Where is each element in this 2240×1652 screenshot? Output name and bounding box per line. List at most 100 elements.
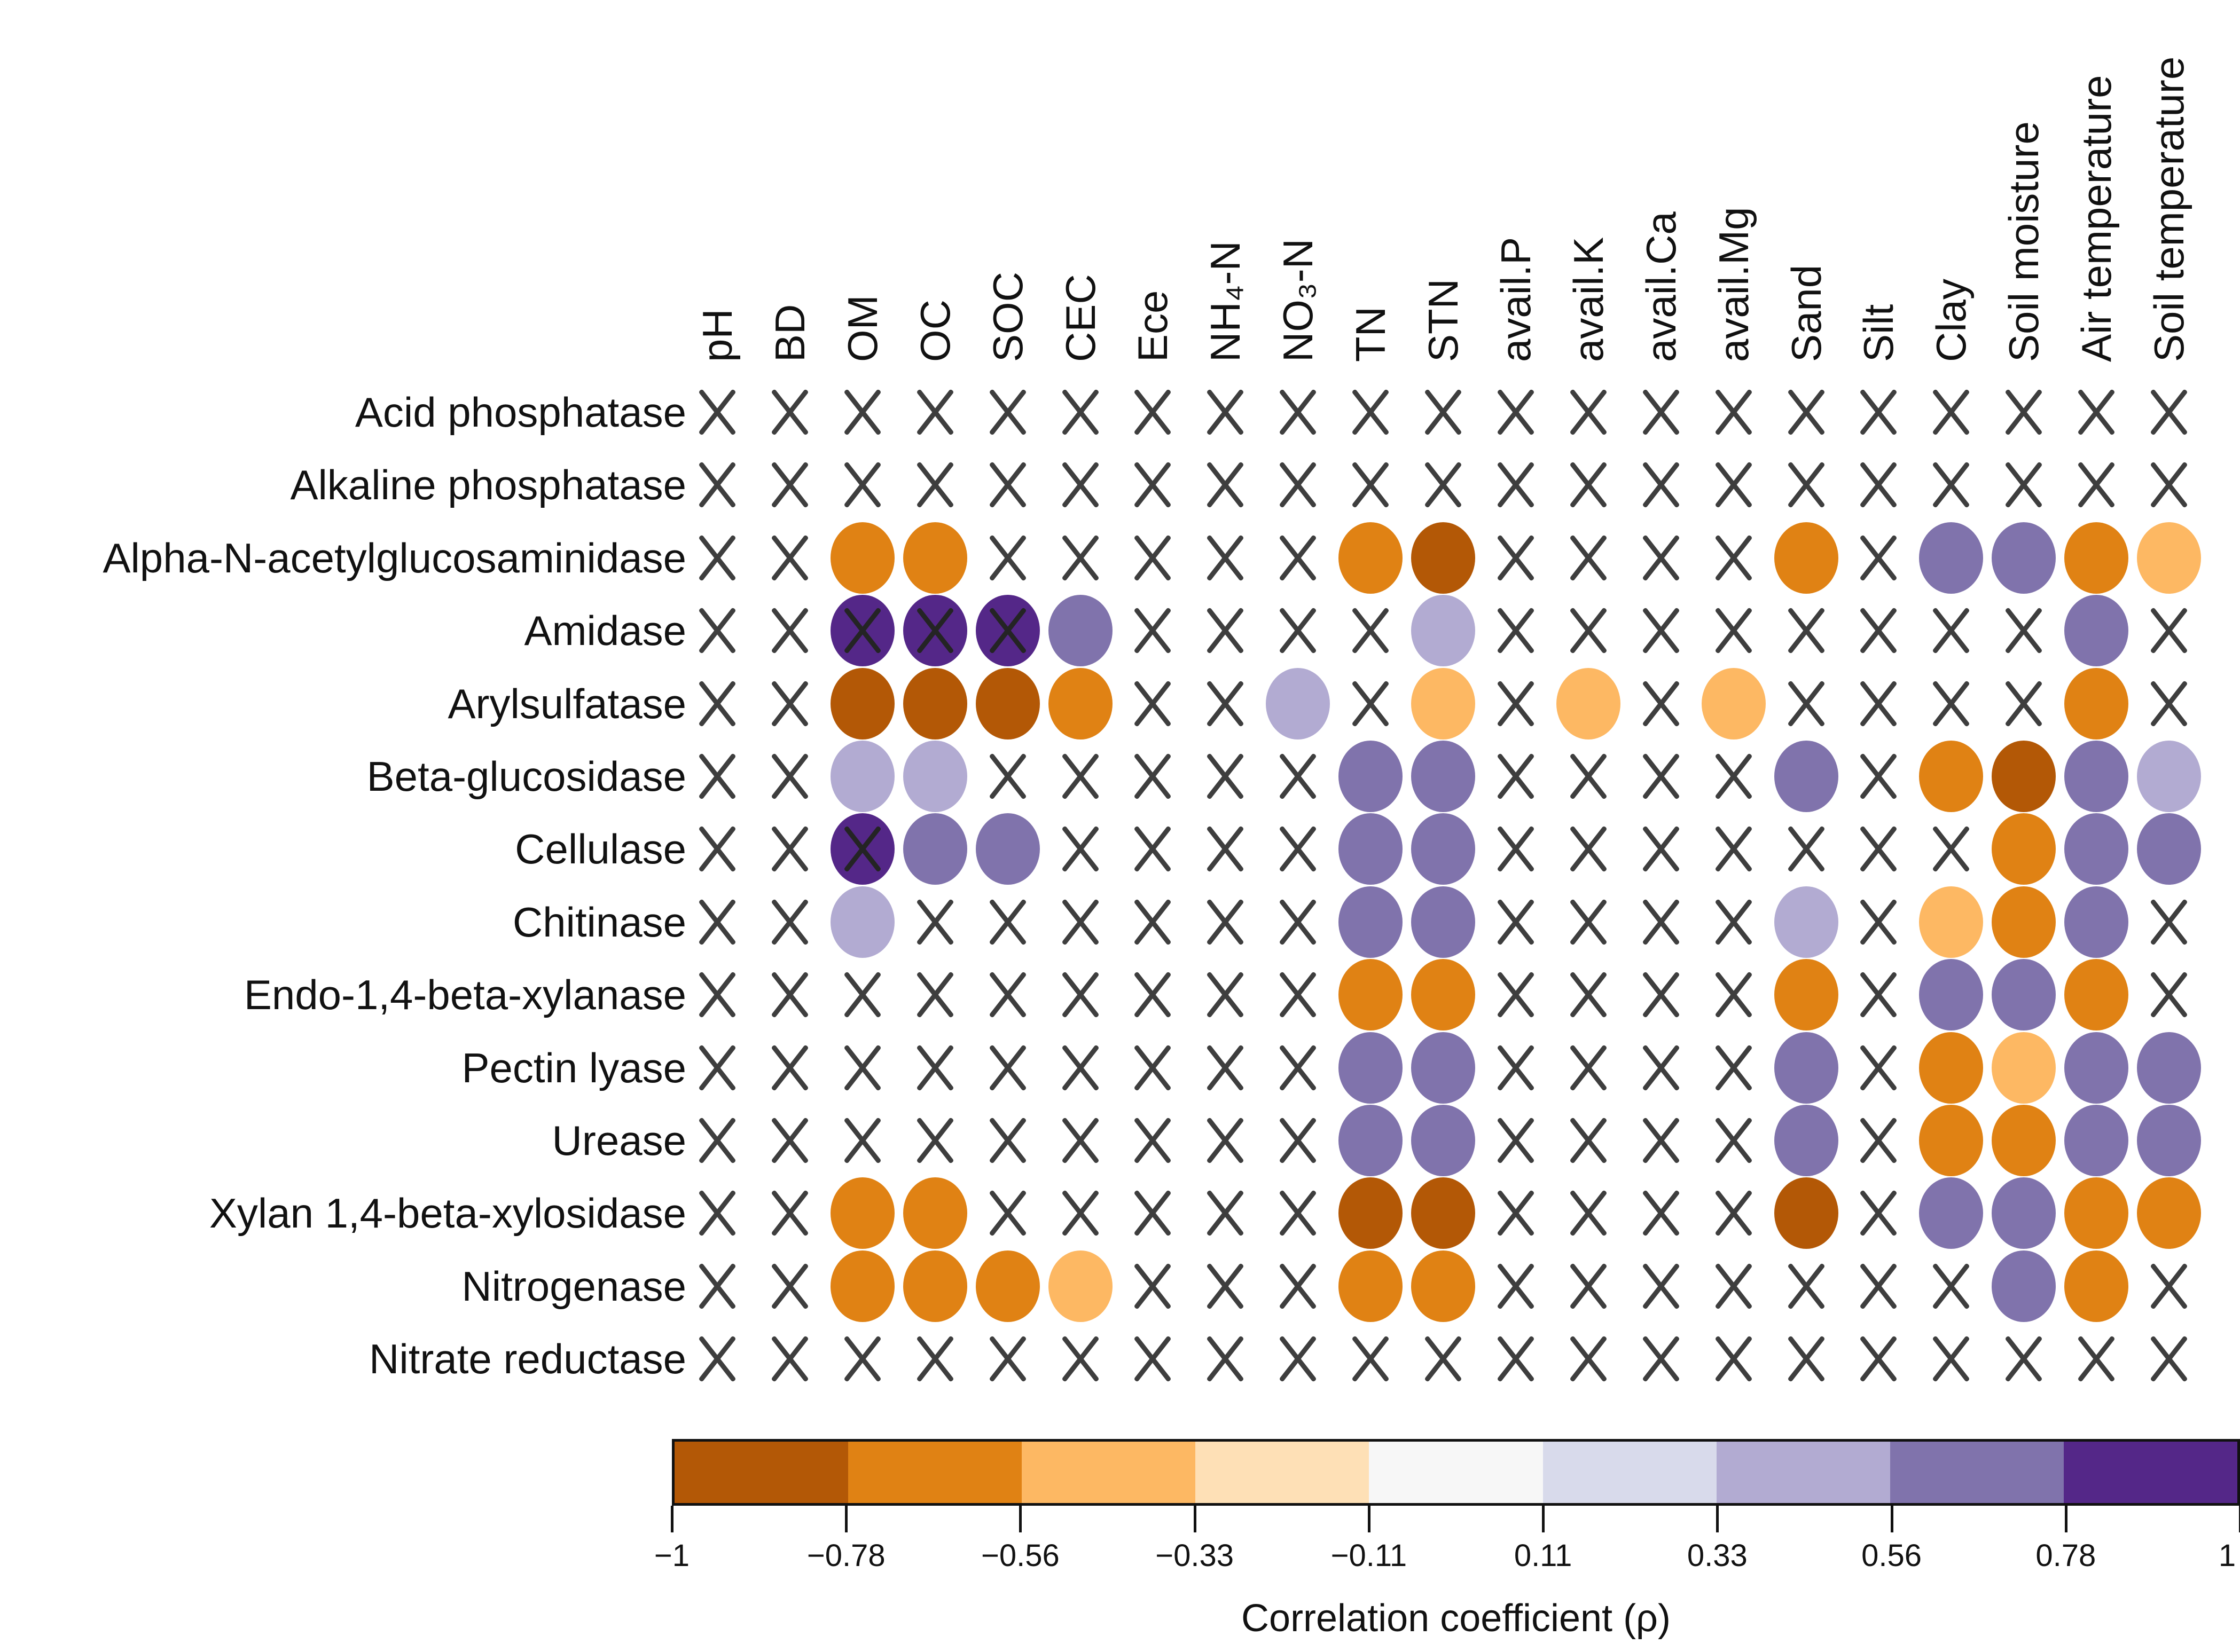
matrix-cell (681, 958, 754, 1031)
colorbar-tick-label: −0.33 (1155, 1538, 1234, 1573)
not-significant-x-icon (1707, 1258, 1760, 1314)
correlation-dot (830, 1250, 895, 1322)
correlation-dot (1774, 741, 1838, 812)
matrix-cell (1407, 813, 1479, 885)
not-significant-x-icon (1271, 894, 1325, 950)
matrix-cell (1770, 813, 1843, 885)
not-significant-x-icon (1344, 457, 1397, 513)
correlation-dot (1919, 959, 1984, 1031)
correlation-dot (903, 1250, 967, 1322)
correlation-dot (1919, 1105, 1984, 1176)
matrix-cell (1770, 1032, 1843, 1104)
matrix-cell (1189, 376, 1262, 449)
matrix-cell (1407, 1177, 1479, 1249)
correlation-dot (2064, 522, 2129, 594)
not-significant-x-icon (1780, 603, 1833, 658)
matrix-cell (1625, 813, 1697, 885)
matrix-cell (1625, 1323, 1697, 1395)
column-header: CEC (1056, 274, 1104, 362)
matrix-cell (1479, 594, 1552, 667)
not-significant-x-icon (1707, 1040, 1760, 1096)
matrix-cell (972, 1032, 1044, 1104)
matrix-cell (899, 813, 972, 885)
matrix-cell (1189, 813, 1262, 885)
not-significant-x-icon (2070, 384, 2123, 440)
not-significant-x-icon (1924, 821, 1978, 877)
correlation-dot (1338, 813, 1403, 885)
not-significant-x-icon (981, 1040, 1035, 1096)
not-significant-x-icon (1780, 821, 1833, 877)
matrix-cell (1987, 886, 2060, 958)
correlation-dot (903, 522, 967, 594)
not-significant-x-icon (691, 676, 744, 731)
matrix-cell (1552, 594, 1625, 667)
colorbar-tick-label: 0.78 (2035, 1538, 2096, 1573)
matrix-cell (754, 376, 826, 449)
matrix-cell (1552, 1177, 1625, 1249)
not-significant-x-icon (2142, 676, 2196, 731)
not-significant-x-icon (1707, 457, 1760, 513)
matrix-cell (1915, 1104, 1987, 1177)
matrix-cell (972, 1177, 1044, 1249)
matrix-cell (1262, 1104, 1334, 1177)
not-significant-x-icon (1634, 530, 1688, 586)
correlation-dot (2064, 741, 2129, 812)
not-significant-x-icon (836, 821, 889, 877)
not-significant-x-icon (1344, 384, 1397, 440)
matrix-cell (1479, 1250, 1552, 1323)
not-significant-x-icon (1852, 1185, 1905, 1241)
row-label: Xylan 1,4-beta-xylosidase (209, 1190, 686, 1237)
not-significant-x-icon (1271, 1040, 1325, 1096)
not-significant-x-icon (1852, 676, 1905, 731)
not-significant-x-icon (1126, 821, 1179, 877)
not-significant-x-icon (1489, 1331, 1542, 1387)
matrix-cell (1044, 667, 1117, 740)
matrix-cell (2060, 958, 2133, 1031)
matrix-cell (681, 1104, 754, 1177)
matrix-cell (681, 740, 754, 813)
not-significant-x-icon (1126, 967, 1179, 1022)
matrix-cell (1116, 958, 1189, 1031)
matrix-cell (2060, 1177, 2133, 1249)
matrix-cell (972, 958, 1044, 1031)
matrix-cell (1697, 594, 1770, 667)
matrix-cell (754, 1323, 826, 1395)
matrix-cell (2060, 449, 2133, 521)
matrix-cell (681, 1250, 754, 1323)
matrix-cell (1189, 1250, 1262, 1323)
matrix-cell (1842, 667, 1915, 740)
not-significant-x-icon (981, 749, 1035, 804)
not-significant-x-icon (691, 1331, 744, 1387)
correlation-dot (2137, 1177, 2201, 1249)
not-significant-x-icon (1199, 821, 1252, 877)
matrix-cell (1842, 376, 1915, 449)
not-significant-x-icon (1271, 1331, 1325, 1387)
matrix-cell (1770, 740, 1843, 813)
matrix-cell (1116, 376, 1189, 449)
matrix-cell (1044, 376, 1117, 449)
not-significant-x-icon (1271, 603, 1325, 658)
matrix-cell (1334, 813, 1407, 885)
column-header: Soil temperature (2145, 56, 2192, 362)
not-significant-x-icon (908, 1331, 962, 1387)
not-significant-x-icon (1489, 1258, 1542, 1314)
matrix-cell (1915, 958, 1987, 1031)
not-significant-x-icon (1997, 603, 2050, 658)
matrix-cell (2133, 449, 2205, 521)
not-significant-x-icon (1489, 821, 1542, 877)
not-significant-x-icon (691, 894, 744, 950)
matrix-cell (2133, 667, 2205, 740)
matrix-cell (826, 594, 899, 667)
matrix-cell (1770, 886, 1843, 958)
not-significant-x-icon (1271, 384, 1325, 440)
matrix-cell (1044, 1032, 1117, 1104)
not-significant-x-icon (908, 1113, 962, 1168)
matrix-cell (1407, 886, 1479, 958)
matrix-cell (1262, 1250, 1334, 1323)
not-significant-x-icon (691, 603, 744, 658)
not-significant-x-icon (1634, 384, 1688, 440)
not-significant-x-icon (1634, 894, 1688, 950)
matrix-cell (754, 594, 826, 667)
colorbar-segment (675, 1442, 849, 1503)
colorbar-tick (1890, 1506, 1893, 1532)
